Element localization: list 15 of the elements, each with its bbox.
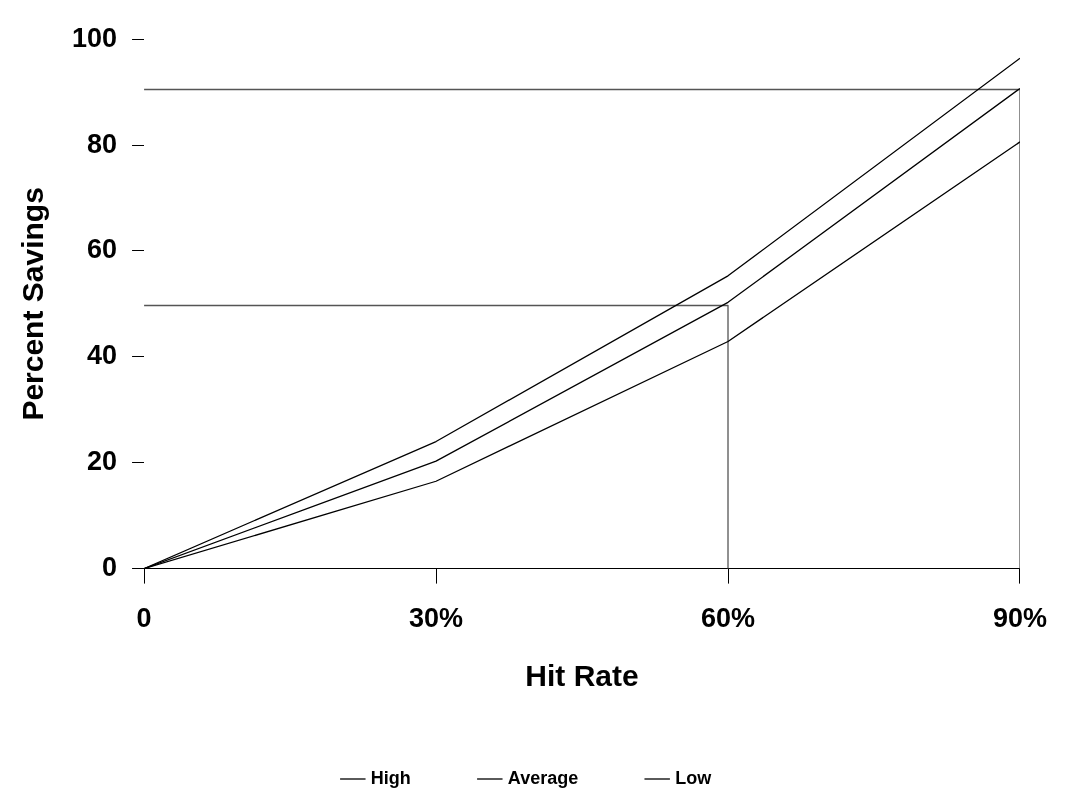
y-tick-label: 40	[87, 340, 118, 371]
x-tick-label: 0	[136, 603, 152, 634]
y-axis-title: Percent Savings	[16, 187, 50, 421]
y-tick-label: 20	[87, 446, 118, 477]
legend-label: Low	[675, 767, 713, 788]
x-tick-label: 30%	[409, 603, 464, 634]
y-tick-label: 0	[102, 552, 118, 583]
x-tick-label: 60%	[700, 603, 756, 634]
y-tick-label: 80	[87, 128, 118, 159]
legend-label: High	[370, 767, 411, 788]
y-tick-label: 60	[87, 234, 118, 265]
y-tick-label: 100	[71, 22, 118, 53]
x-axis-title: Hit Rate	[525, 659, 639, 693]
x-tick-label: 90%	[992, 603, 1047, 634]
legend-label: Average	[507, 767, 579, 788]
